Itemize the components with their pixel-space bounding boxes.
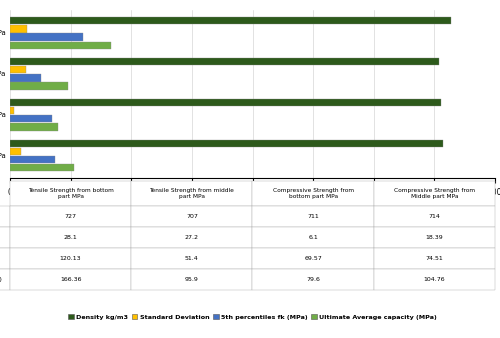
Legend: Density kg/m3, Standard Deviation, 5th percentiles fk (MPa), Ultimate Average ca: Density kg/m3, Standard Deviation, 5th p… [68, 314, 437, 320]
Bar [10, 82, 68, 90]
Bar [10, 58, 438, 65]
Bar [10, 115, 52, 122]
Bar [10, 66, 26, 73]
Bar [10, 25, 27, 32]
Bar [10, 107, 14, 114]
Bar [10, 164, 74, 171]
Bar [10, 17, 450, 24]
Bar [10, 123, 58, 130]
Bar [10, 148, 21, 155]
Bar [10, 74, 41, 81]
Bar [10, 156, 55, 163]
Bar [10, 33, 83, 41]
Bar [10, 140, 443, 147]
Bar [10, 99, 441, 106]
Bar [10, 42, 111, 49]
